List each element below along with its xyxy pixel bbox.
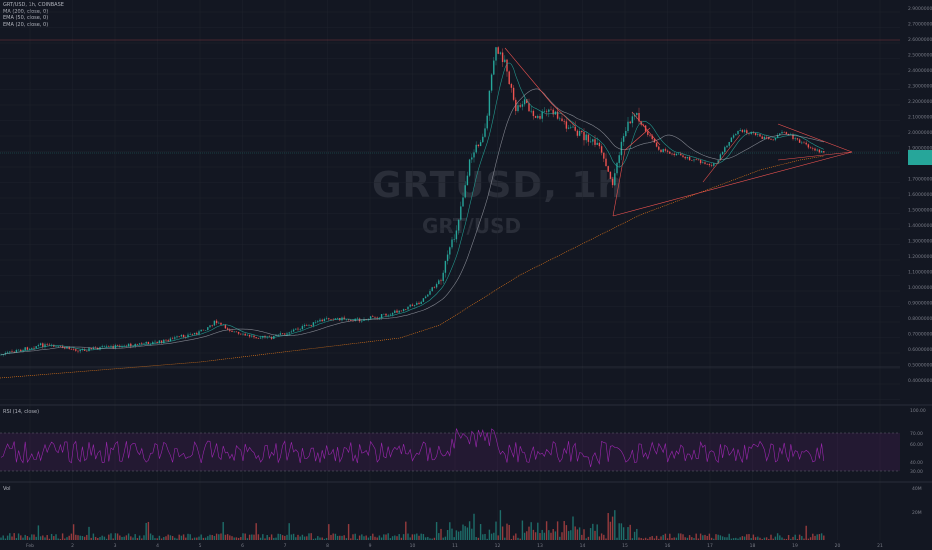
- price-axis-label: 1.2000000: [908, 254, 932, 260]
- time-axis-label: 9: [369, 543, 372, 549]
- price-axis-label: 0.5000000: [908, 363, 932, 369]
- time-axis-label: 10: [410, 543, 416, 549]
- time-axis-label: 6: [241, 543, 244, 549]
- pane-separators: [0, 39, 932, 483]
- symbol-watermark-sub: GRT/USD: [422, 214, 522, 238]
- legend-ma200[interactable]: MA (200, close, 0): [3, 8, 49, 15]
- time-axis-label: 17: [707, 543, 713, 549]
- legend-ema20[interactable]: EMA (20, close, 0): [3, 21, 49, 28]
- volume-bars: [0, 510, 825, 540]
- time-axis-label: 5: [199, 543, 202, 549]
- rsi-axis: 100.00 70.00 60.00 40.00 30.00: [910, 408, 926, 475]
- time-axis-label: 14: [580, 543, 586, 549]
- chart-legend: GRT/USD, 1h, COINBASE MA (200, close, 0)…: [3, 2, 64, 28]
- time-axis-label: 12: [495, 543, 501, 549]
- price-axis-label: 1.0000000: [908, 285, 932, 291]
- price-axis-label: 2.9000000: [908, 6, 932, 12]
- price-axis-label: 1.1000000: [908, 270, 932, 276]
- time-axis-label: 20: [835, 543, 841, 549]
- volume-axis-label: 40M: [912, 486, 922, 492]
- price-axis-label: 1.6000000: [908, 192, 932, 198]
- time-axis: Feb 2 3 4 5 6 7 8 9 10 11 12 13 14 15 16 17 18 19 20 21: [26, 543, 883, 549]
- rsi-axis-label: 60.00: [910, 442, 923, 448]
- price-axis-label: 1.9000000: [908, 146, 932, 152]
- price-axis-label: 0.6000000: [908, 347, 932, 353]
- rsi-line: [0, 428, 825, 468]
- legend-ema50[interactable]: EMA (50, close, 0): [3, 15, 49, 21]
- rsi-axis-label: 100.00: [910, 408, 926, 414]
- moving-averages: [0, 62, 825, 379]
- time-axis-label: 21: [877, 543, 883, 549]
- rsi-pane-label[interactable]: RSI (14, close): [3, 409, 40, 415]
- price-axis-label: 2.2000000: [908, 99, 932, 105]
- price-axis-label: 0.8000000: [908, 316, 932, 322]
- rsi-axis-label: 30.00: [910, 469, 923, 475]
- time-axis-label: 16: [665, 543, 671, 549]
- time-axis-label: 8: [326, 543, 329, 549]
- rsi-axis-label: 70.00: [910, 431, 923, 437]
- price-axis-label: 1.5000000: [908, 208, 932, 214]
- price-axis-label: 0.4000000: [908, 378, 932, 384]
- legend-symbol[interactable]: GRT/USD, 1h, COINBASE: [3, 2, 64, 8]
- price-axis-label: 0.7000000: [908, 332, 932, 338]
- price-axis-label: 2.3000000: [908, 84, 932, 90]
- time-axis-label: 4: [156, 543, 159, 549]
- time-axis-label: Feb: [26, 543, 34, 549]
- trend-drawings: [504, 47, 853, 217]
- time-axis-label: 2: [71, 543, 74, 549]
- time-axis-label: 7: [284, 543, 287, 549]
- price-axis: 2.9000000 2.7000000 2.6000000 2.5000000 2.40…: [908, 6, 932, 384]
- time-axis-label: 18: [750, 543, 756, 549]
- price-axis-label: 2.5000000: [908, 53, 932, 59]
- price-axis-label: 1.4000000: [908, 223, 932, 229]
- price-axis-label: 2.0000000: [908, 130, 932, 136]
- price-axis-label: 0.9000000: [908, 301, 932, 307]
- time-axis-label: 3: [114, 543, 117, 549]
- price-axis-label: 2.6000000: [908, 37, 932, 43]
- last-price-tag: [908, 150, 932, 165]
- volume-axis: 40M 20M: [912, 486, 922, 516]
- time-axis-label: 15: [622, 543, 628, 549]
- time-axis-label: 19: [792, 543, 798, 549]
- volume-pane-label[interactable]: Vol: [3, 486, 11, 492]
- rsi-axis-label: 40.00: [910, 460, 923, 466]
- time-axis-label: 11: [452, 543, 458, 549]
- price-axis-label: 2.4000000: [908, 68, 932, 74]
- price-axis-label: 2.7000000: [908, 22, 932, 28]
- price-axis-label: 1.7000000: [908, 177, 932, 183]
- chart-grid: [0, 0, 900, 540]
- price-axis-label: 1.3000000: [908, 239, 932, 245]
- time-axis-label: 13: [537, 543, 543, 549]
- price-axis-label: 2.1000000: [908, 115, 932, 121]
- volume-axis-label: 20M: [912, 510, 922, 516]
